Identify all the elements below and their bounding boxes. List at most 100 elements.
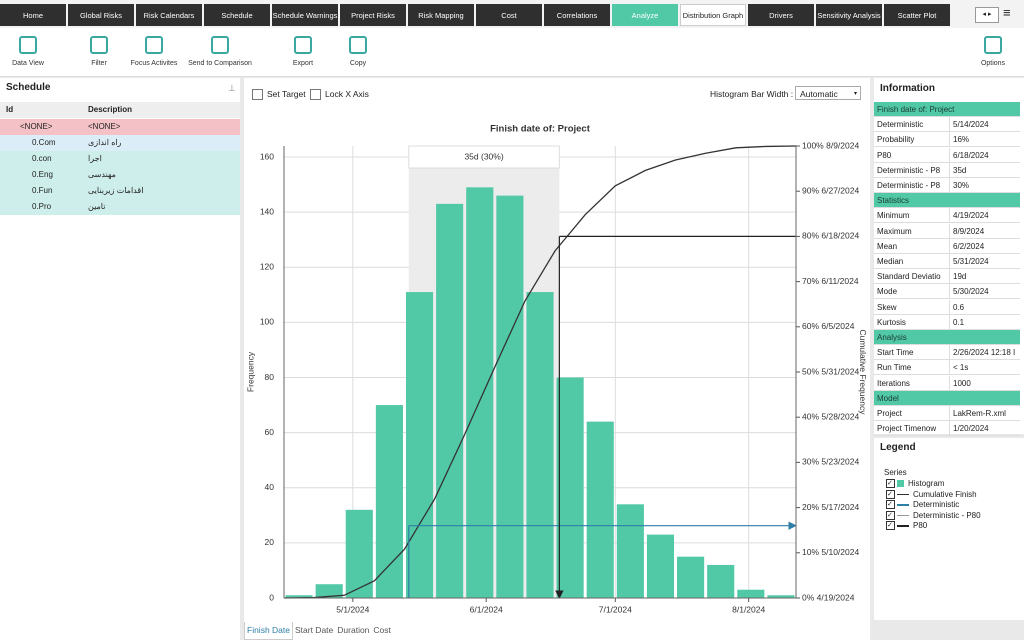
tab[interactable]: Home [0, 4, 66, 26]
info-row: Start Time 2/26/2024 12:18 I [874, 345, 1023, 361]
checkbox[interactable]: ✓ [886, 510, 895, 520]
tab[interactable]: Distribution Graph [680, 4, 746, 26]
icon [211, 36, 229, 54]
tab[interactable]: Schedule Warnings [272, 4, 338, 26]
y-tick-label: 20 [265, 537, 275, 547]
menu[interactable]: ≡ [1003, 5, 1011, 20]
info-value: 19d [949, 269, 1023, 285]
legend-item[interactable]: ✓ P80 [886, 521, 927, 531]
info-value: 6/2/2024 [949, 238, 1023, 254]
tab[interactable]: Sensitivity Analysis [816, 4, 882, 26]
legend-item[interactable]: ✓ Histogram [886, 479, 944, 489]
x-tick-label: 7/1/2024 [599, 604, 632, 614]
tab[interactable]: Global Risks [68, 4, 134, 26]
schedule-row[interactable]: <NONE> <NONE> [0, 119, 240, 135]
icon-shape [90, 36, 108, 54]
info-value: 1000 [949, 375, 1023, 391]
info-value: 6/18/2024 [949, 147, 1023, 163]
schedule-row[interactable]: 0.Fun اقدامات زیربنایی [0, 183, 240, 199]
toolbar-button[interactable]: Copy [323, 34, 393, 67]
tab[interactable]: Risk Calendars [136, 4, 202, 26]
tab[interactable]: Scatter Plot [884, 4, 950, 26]
icon-shape [349, 36, 367, 54]
checkbox[interactable]: ✓ [886, 521, 895, 531]
icon [984, 36, 1002, 54]
row-id: 0.Eng [32, 170, 53, 179]
checkbox[interactable]: ✓ [886, 500, 895, 510]
info-value: 2/26/2024 12:18 I [949, 345, 1023, 361]
bottom-tab[interactable]: Finish Date [244, 622, 293, 640]
tab[interactable]: Schedule [204, 4, 270, 26]
bar [405, 292, 434, 598]
bottom-tab[interactable]: Cost [373, 625, 391, 635]
legend-item[interactable]: ✓ Deterministic [886, 500, 959, 510]
bar [315, 584, 343, 598]
icon-shape [984, 36, 1002, 54]
info-key: Deterministic - P8 [877, 165, 941, 175]
icon [349, 36, 367, 54]
info-row: Mode 5/30/2024 [874, 284, 1023, 300]
info-value: 5/30/2024 [949, 284, 1023, 300]
set-target[interactable]: Set Target [252, 89, 306, 101]
span-label-box [408, 145, 560, 169]
y2-tick-label: 90% 6/27/2024 [802, 185, 859, 195]
toolbar-button[interactable]: Options [958, 34, 1024, 67]
info-key: Skew [877, 302, 897, 312]
schedule-row[interactable]: 0.Com راه اندازی [0, 135, 240, 151]
bar [707, 564, 735, 598]
toolbar-button[interactable]: Export [268, 34, 338, 67]
info-key: Mean [877, 241, 898, 251]
chart-panel: Set Target Lock X Axis Histogram Bar Wid… [244, 78, 870, 640]
button-label: Options [980, 60, 1006, 67]
legend-item[interactable]: ✓ Deterministic - P80 [886, 511, 981, 521]
legend-panel: Legend Series ✓ Histogram ✓ Cumulative Fini… [874, 438, 1024, 620]
schedule-row[interactable]: 0.Pro تامین [0, 199, 240, 215]
toolbar-button[interactable]: Filter [64, 34, 134, 67]
tab[interactable]: Project Risks [340, 4, 406, 26]
bottom-tab[interactable]: Start Date [295, 625, 334, 635]
bar-width-select[interactable]: Automatic ▾ [795, 86, 861, 100]
row-description: اقدامات زیربنایی [88, 186, 144, 195]
tab[interactable]: Analyze [612, 4, 678, 26]
y-axis-title: Frequency [245, 351, 255, 392]
schedule-row[interactable]: 0.con اجرا [0, 151, 240, 167]
checkbox[interactable]: ✓ [886, 479, 895, 489]
icon-shape [211, 36, 229, 54]
toolbar-button[interactable]: Send to Comparison [185, 34, 255, 67]
icon [19, 36, 37, 54]
section-header: Model [874, 390, 1020, 406]
y2-tick-label: 100% 8/9/2024 [802, 140, 859, 150]
lock-x[interactable]: Lock X Axis [310, 89, 369, 101]
checkbox[interactable]: ✓ [886, 489, 895, 499]
schedule-row[interactable]: 0.Eng مهندسی [0, 167, 240, 183]
legend-item[interactable]: ✓ Cumulative Finish [886, 490, 977, 500]
info-row: Project LakRem-R.xml [874, 406, 1020, 421]
info-value: 30% [949, 178, 1023, 193]
info-key: Run Time [877, 363, 912, 373]
legend-swatch [897, 525, 909, 527]
info-value: 5/14/2024 [949, 117, 1023, 133]
cumulative-line [283, 145, 797, 599]
toolbar-button[interactable]: Data View [0, 34, 63, 67]
info-value: 0.6 [949, 299, 1023, 315]
info-row: Project Timenow 1/20/2024 [874, 421, 1020, 437]
y2-tick-label: 40% 5/28/2024 [802, 411, 859, 421]
tab[interactable]: Drivers [748, 4, 814, 26]
bar [466, 187, 494, 598]
y-tick-label: 40 [265, 482, 275, 492]
bar [496, 195, 524, 599]
info-key: Project Timenow [877, 424, 937, 434]
info-key: Standard Deviatio [877, 272, 941, 282]
button-label: Copy [349, 60, 367, 67]
icon [294, 36, 312, 54]
tab[interactable]: Risk Mapping [408, 4, 474, 26]
tab-scroll[interactable]: ◂ ▸ [975, 7, 999, 23]
x-tick-label: 6/1/2024 [470, 604, 503, 614]
bar [556, 377, 584, 598]
pin[interactable]: ⊥ [228, 83, 236, 93]
tab[interactable]: Cost [476, 4, 542, 26]
bottom-tab[interactable]: Duration [337, 625, 370, 635]
tab[interactable]: Correlations [544, 4, 610, 26]
toolbar-button[interactable]: Focus Activites [119, 34, 189, 67]
bar [677, 556, 705, 598]
